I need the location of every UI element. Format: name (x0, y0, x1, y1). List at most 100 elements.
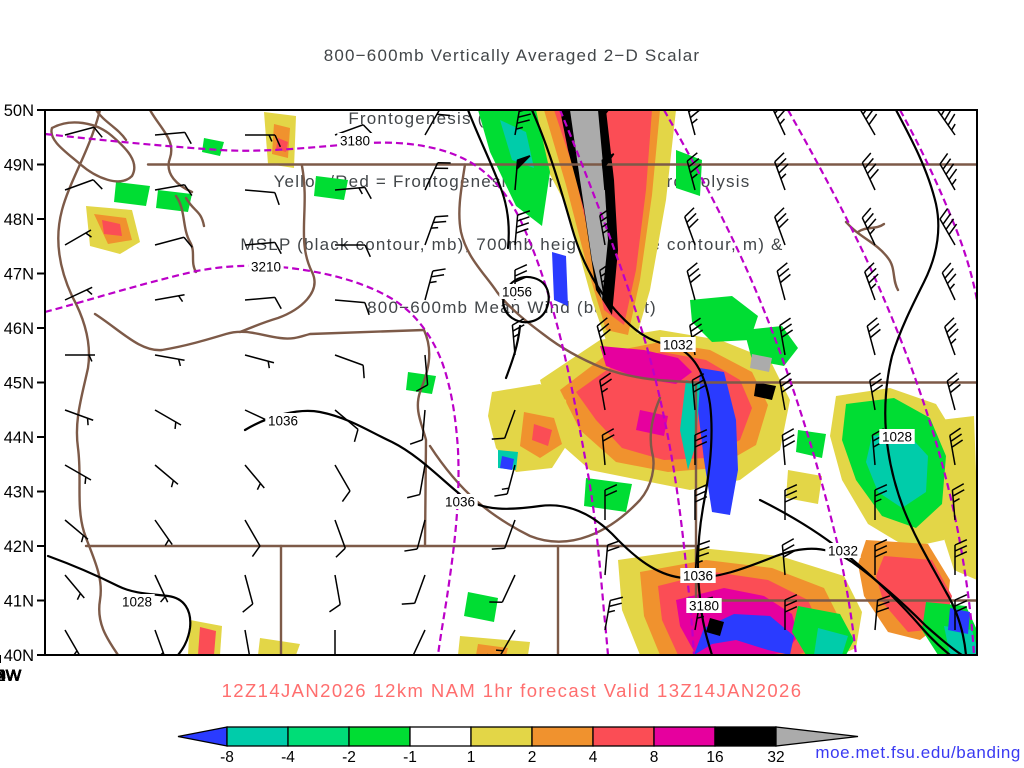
wind-barb (864, 262, 879, 301)
contour-label: 1032 (828, 544, 858, 559)
colorbar-label: -4 (281, 749, 295, 766)
geo-border-line (148, 110, 194, 194)
shaded-region (478, 110, 550, 226)
lat-label: 50N (4, 102, 34, 120)
map-axes: 50N 49N 48N 47N 46N 45N 44N 43N 42N 41N 40N 124W122… (0, 102, 978, 685)
wind-barb (489, 574, 516, 603)
wind-barb (684, 207, 699, 246)
wind-barb (491, 409, 516, 440)
shaded-region (786, 470, 822, 504)
wind-barb (779, 317, 794, 356)
wind-barb (781, 538, 796, 576)
contour-label: 1032 (663, 338, 693, 353)
wind-barb (687, 110, 701, 136)
wind-barb (599, 372, 613, 411)
contour-label: 3180 (689, 599, 719, 614)
wind-barb (686, 262, 701, 301)
wind-barb (774, 207, 789, 246)
wind-barb (154, 131, 192, 145)
wind-barb (334, 186, 372, 200)
wind-barb (64, 574, 85, 601)
colorbar-segment (287, 726, 350, 747)
contour-label-box (248, 259, 284, 274)
shaded-region (114, 182, 150, 206)
colorbar-label: 32 (767, 749, 784, 766)
wind-barb (599, 207, 615, 246)
lat-label: 49N (4, 157, 34, 175)
lon-label: 108W (0, 667, 22, 685)
wind-barb (694, 428, 708, 465)
shaded-region (570, 110, 608, 300)
contour-label: 1036 (683, 569, 713, 584)
wind-barb (415, 354, 429, 392)
wind-barb (514, 210, 531, 246)
lon-label: 110W (0, 667, 21, 685)
wind-barb (874, 483, 888, 520)
colorbar-segment (470, 726, 533, 747)
shaded-region (258, 638, 300, 655)
lat-label: 40N (4, 647, 34, 665)
source-link[interactable]: moe.met.fsu.edu/banding (815, 743, 1021, 762)
colorbar-segment (409, 726, 472, 747)
wind-barb (154, 236, 193, 248)
colorbar-segment (226, 726, 289, 747)
wind-barb (866, 317, 881, 356)
colorbar-label: 16 (706, 749, 723, 766)
geo-border-line (50, 121, 136, 183)
height-contour (45, 264, 460, 655)
wind-barb (244, 189, 280, 206)
wind-barb (949, 427, 964, 466)
lat-label: 47N (4, 266, 34, 284)
lat-label: 42N (4, 538, 34, 556)
geo-border-line (856, 222, 886, 234)
wind-barb (784, 593, 798, 630)
height-contour (899, 110, 977, 301)
wind-barb (242, 574, 254, 613)
mslp-contour (884, 110, 968, 655)
shaded-region (690, 296, 758, 342)
wind-barb (604, 596, 623, 631)
wind-barb (64, 229, 92, 246)
wind-barb (64, 286, 93, 301)
colorbar-label: -2 (342, 749, 356, 766)
wind-barb (154, 294, 185, 303)
contour-label: 1028 (122, 595, 152, 610)
mslp-contour (46, 554, 192, 655)
wind-barb (772, 110, 786, 136)
wind-barb (154, 519, 173, 547)
wind-barb (946, 372, 961, 411)
contour-label: 1036 (268, 414, 298, 429)
shaded-region (276, 138, 288, 152)
contour-label-box (660, 337, 696, 352)
lon-label: 120W (0, 667, 22, 685)
wind-barb (245, 134, 282, 148)
geo-border-line (93, 312, 426, 352)
shaded-region (156, 190, 192, 212)
lon-label: 106W (0, 667, 22, 685)
colorbar-label: 4 (589, 749, 598, 766)
wind-barb (329, 574, 341, 613)
wind-barb (939, 153, 958, 191)
shaded-region (500, 120, 534, 168)
contour-label-box (825, 543, 861, 558)
wind-barb (944, 317, 959, 356)
lat-label: 43N (4, 484, 34, 502)
colorbar-label: 1 (467, 749, 476, 766)
colorbar-right-cap (775, 726, 859, 747)
wind-barb (244, 519, 261, 557)
wind-barb (859, 110, 878, 136)
contour-label-box (442, 494, 478, 509)
wind-barb (781, 428, 796, 466)
shaded-region (750, 354, 772, 372)
wind-barb (154, 409, 182, 430)
wind-barb (424, 162, 451, 191)
wind-barb (694, 483, 708, 520)
wind-barb (334, 519, 346, 558)
contour-label: 1028 (882, 430, 912, 445)
wind-barb (335, 244, 372, 258)
wind-barb (491, 519, 516, 550)
mslp-contour (466, 110, 510, 250)
colorbar-segment (348, 726, 411, 747)
wind-barb (154, 354, 185, 367)
